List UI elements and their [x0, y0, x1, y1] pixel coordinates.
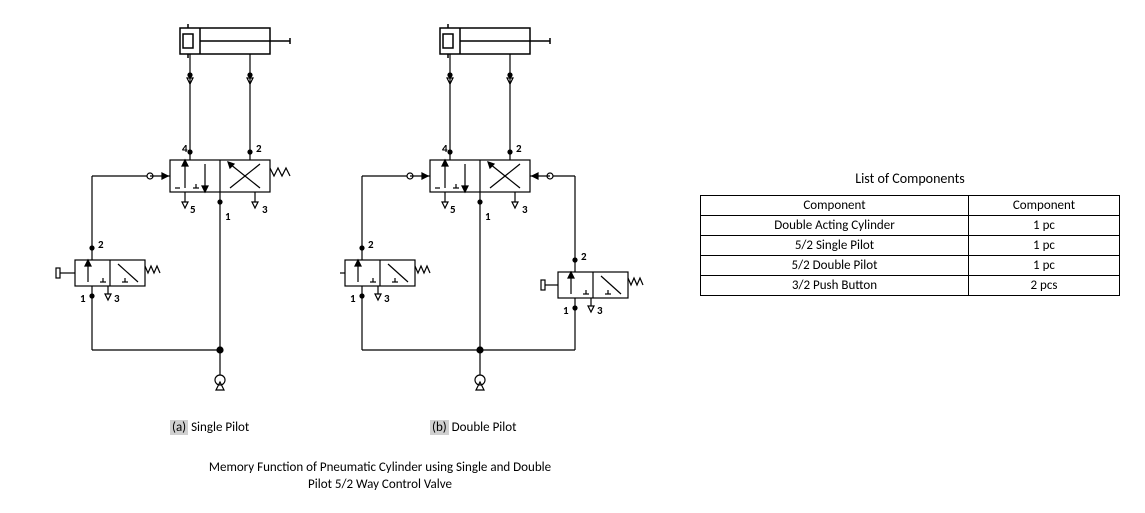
port-label: 5 — [190, 203, 196, 216]
table-row: 3/2 Push Button 2 pcs — [701, 276, 1120, 296]
cylinder-icon — [440, 24, 550, 58]
sublabel-a-text: Single Pilot — [191, 420, 249, 435]
port-label: 1 — [225, 210, 231, 223]
sublabel-a-letter: (a) — [170, 420, 188, 435]
port-label: 2 — [581, 250, 587, 263]
port-label: 5 — [450, 203, 456, 216]
port-label: 1 — [350, 292, 356, 305]
table-header: Component — [968, 196, 1119, 216]
port-label: 1 — [485, 210, 491, 223]
pushbutton-valve-left-icon — [56, 260, 160, 286]
port-label: 3 — [384, 292, 390, 305]
main-valve-double-icon — [407, 160, 553, 192]
table-cell: 1 pc — [968, 216, 1119, 236]
circuit-b-svg — [340, 20, 650, 400]
sublabel-a: (a) Single Pilot — [170, 420, 249, 435]
main-valve-icon — [147, 160, 290, 192]
circuit-double-pilot: 4 2 5 1 3 2 1 3 2 1 3 — [340, 20, 620, 400]
caption-line1: Memory Function of Pneumatic Cylinder us… — [209, 460, 551, 475]
table-row: 5/2 Single Pilot 1 pc — [701, 236, 1120, 256]
table-cell: 1 pc — [968, 236, 1119, 256]
components-panel: List of Components Component Component D… — [700, 170, 1120, 296]
table-cell: 3/2 Push Button — [701, 276, 969, 296]
port-label: 3 — [597, 304, 603, 317]
port-label: 1 — [563, 304, 569, 317]
table-cell: Double Acting Cylinder — [701, 216, 969, 236]
port-label: 3 — [114, 292, 120, 305]
table-row: Double Acting Cylinder 1 pc — [701, 216, 1120, 236]
port-label: 2 — [368, 238, 374, 251]
components-title: List of Components — [700, 170, 1120, 187]
table-cell: 2 pcs — [968, 276, 1119, 296]
port-label: 4 — [182, 142, 188, 155]
port-label: 3 — [262, 203, 268, 216]
sublabel-b: (b) Double Pilot — [430, 420, 516, 435]
port-label: 2 — [516, 142, 522, 155]
main-caption: Memory Function of Pneumatic Cylinder us… — [110, 460, 650, 494]
table-header-row: Component Component — [701, 196, 1120, 216]
pushbutton-valve-right-icon — [541, 272, 643, 298]
table-header: Component — [701, 196, 969, 216]
caption-line2: Pilot 5/2 Way Control Valve — [308, 477, 452, 492]
table-cell: 5/2 Double Pilot — [701, 256, 969, 276]
port-label: 3 — [522, 203, 528, 216]
circuit-single-pilot: 4 2 5 1 3 2 1 3 — [50, 20, 330, 400]
port-label: 2 — [256, 142, 262, 155]
table-cell: 1 pc — [968, 256, 1119, 276]
sublabel-b-text: Double Pilot — [452, 420, 517, 435]
diagram-area: 4 2 5 1 3 2 1 3 — [30, 20, 670, 500]
components-table: Component Component Double Acting Cylind… — [700, 195, 1120, 296]
table-cell: 5/2 Single Pilot — [701, 236, 969, 256]
table-row: 5/2 Double Pilot 1 pc — [701, 256, 1120, 276]
port-label: 2 — [98, 238, 104, 251]
pushbutton-valve-left-icon — [340, 260, 430, 286]
sublabel-b-letter: (b) — [430, 420, 449, 435]
port-label: 4 — [442, 142, 448, 155]
port-label: 1 — [80, 292, 86, 305]
cylinder-icon — [180, 24, 290, 58]
